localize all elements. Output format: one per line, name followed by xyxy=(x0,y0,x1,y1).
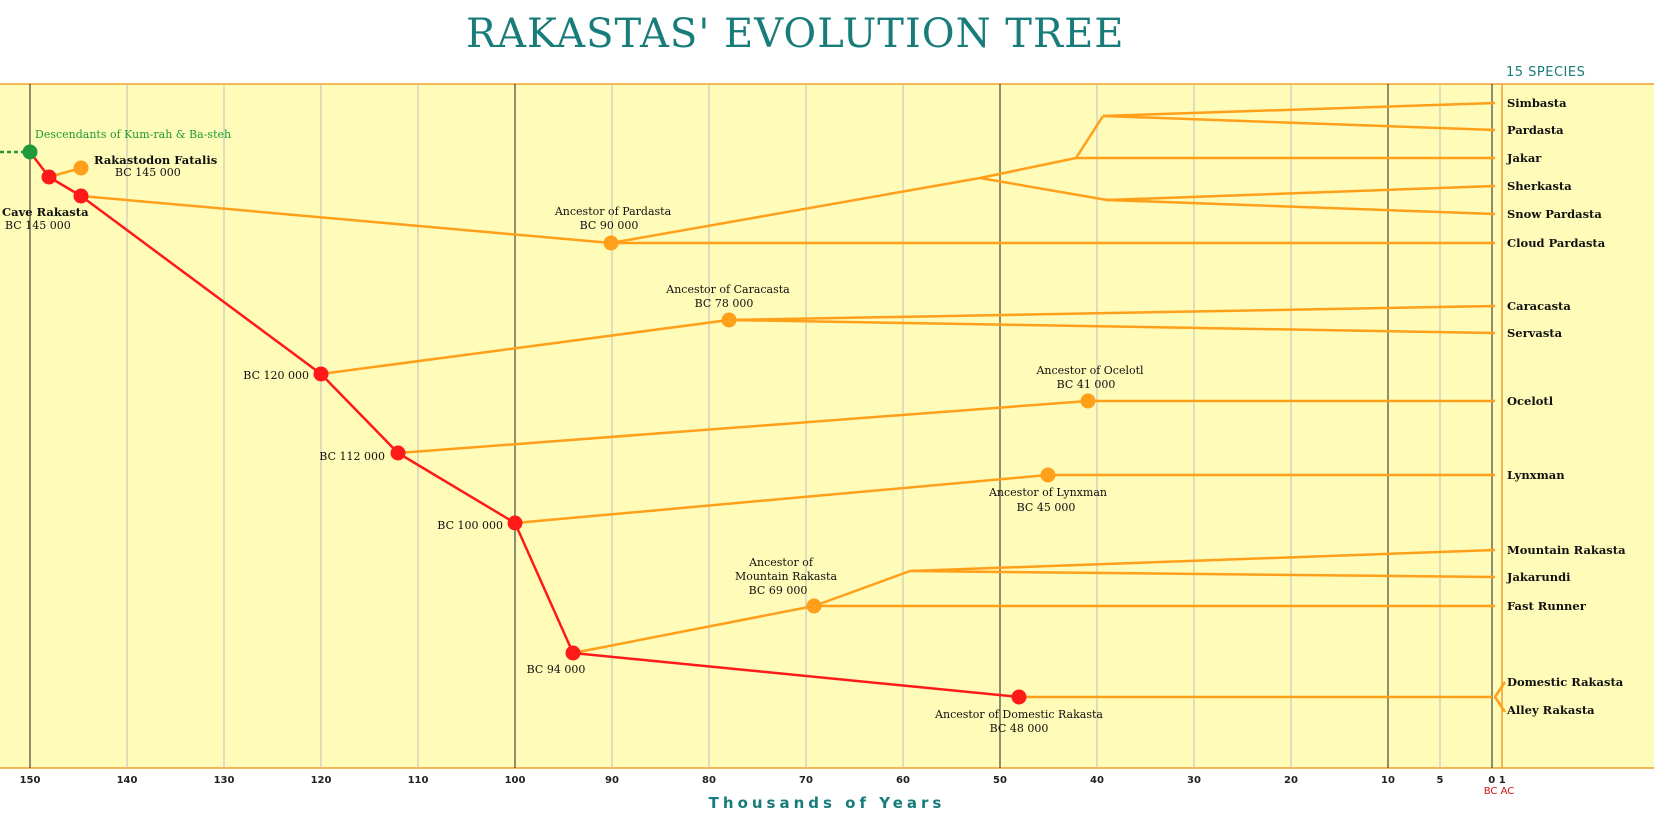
branch-pardasta-upper xyxy=(610,115,1105,245)
species-label-fast-runner: Fast Runner xyxy=(1507,599,1587,613)
branch-to-mountain-ancestor xyxy=(572,604,815,655)
timeline-background xyxy=(0,84,1654,768)
node-bc-100000-label: BC 100 000 xyxy=(437,519,503,532)
axis-tick-5: 5 xyxy=(1437,775,1444,786)
lynxman-ancestor-node xyxy=(1040,467,1056,483)
axis-tick-130: 130 xyxy=(214,775,235,786)
branch-jakarundi xyxy=(909,569,1496,579)
axis-tick-110: 110 xyxy=(408,775,429,786)
species-label-mountain-rakasta: Mountain Rakasta xyxy=(1507,543,1626,557)
fatalis-node xyxy=(73,160,89,176)
lynxman-ancestor-name-label: Ancestor of Lynxman xyxy=(988,486,1107,499)
diagram-title: RAKASTAS' EVOLUTION TREE xyxy=(466,11,1125,57)
mountain-ancestor-name-label-2: Mountain Rakasta xyxy=(735,570,838,583)
axis-tick-20: 20 xyxy=(1284,775,1298,786)
axis-tick-150: 150 xyxy=(20,775,41,786)
node-bc-112000-label: BC 112 000 xyxy=(319,450,385,463)
pardasta-ancestor-name-label: Ancestor of Pardasta xyxy=(554,205,672,218)
era-label-bc-ac: BC AC xyxy=(1484,786,1515,797)
axis-tick-labels: 150 140 130 120 110 100 90 80 70 60 50 4… xyxy=(20,775,1506,786)
cave-rakasta-date-label: BC 145 000 xyxy=(5,219,71,232)
axis-tick-60: 60 xyxy=(896,775,910,786)
node-bc-100000 xyxy=(507,515,523,531)
node-bc-94000-label: BC 94 000 xyxy=(527,663,586,676)
branch-to-lynxman-ancestor xyxy=(514,473,1049,525)
cave-rakasta-node xyxy=(73,188,89,204)
pardasta-ancestor-node xyxy=(603,235,619,251)
axis-tick-90: 90 xyxy=(605,775,619,786)
branch-to-pardasta-ancestor xyxy=(80,194,612,245)
node-bc-112000 xyxy=(390,445,406,461)
node-bc-120000-label: BC 120 000 xyxy=(243,369,309,382)
branch-snow-pardasta xyxy=(1106,198,1496,216)
species-label-simbasta: Simbasta xyxy=(1507,96,1567,110)
species-label-pardasta: Pardasta xyxy=(1507,123,1564,137)
branch-to-mountain-split xyxy=(813,569,911,608)
red-node-cave-split xyxy=(41,169,57,185)
mountain-ancestor-node xyxy=(806,598,822,614)
caracasta-ancestor-node xyxy=(721,312,737,328)
origin-label: Descendants of Kum-rah & Ba-steh xyxy=(35,128,231,141)
species-label-ocelotl: Ocelotl xyxy=(1507,394,1554,408)
axis-tick-120: 120 xyxy=(311,775,332,786)
origin-node xyxy=(22,144,38,160)
cave-rakasta-name-label: Cave Rakasta xyxy=(2,205,89,219)
branch-lines xyxy=(48,101,1507,713)
axis-tick-40: 40 xyxy=(1090,775,1104,786)
caracasta-ancestor-date-label: BC 78 000 xyxy=(695,297,754,310)
branch-domestic-alley-split xyxy=(1493,681,1507,713)
species-label-jakar: Jakar xyxy=(1506,151,1542,165)
axis-tick-50: 50 xyxy=(993,775,1007,786)
axis-tick-80: 80 xyxy=(702,775,716,786)
axis-tick-140: 140 xyxy=(117,775,138,786)
species-label-sherkasta: Sherkasta xyxy=(1507,179,1572,193)
axis-tick-30: 30 xyxy=(1187,775,1201,786)
species-label-cloud-pardasta: Cloud Pardasta xyxy=(1507,236,1606,250)
branch-simbasta xyxy=(1102,101,1496,118)
species-label-caracasta: Caracasta xyxy=(1507,299,1571,313)
species-label-alley-rakasta: Alley Rakasta xyxy=(1506,703,1595,717)
species-label-servasta: Servasta xyxy=(1507,326,1563,340)
grid-lines xyxy=(29,84,1503,768)
fatalis-name-label: Rakastodon Fatalis xyxy=(94,153,217,167)
node-bc-120000 xyxy=(313,366,329,382)
branch-caracasta xyxy=(728,304,1496,322)
axis-tick-70: 70 xyxy=(799,775,813,786)
species-labels: Simbasta Pardasta Jakar Sherkasta Snow P… xyxy=(1506,96,1626,717)
ocelotl-ancestor-date-label: BC 41 000 xyxy=(1057,378,1116,391)
pardasta-ancestor-date-label: BC 90 000 xyxy=(580,219,639,232)
species-label-snow-pardasta: Snow Pardasta xyxy=(1507,207,1602,221)
lynxman-ancestor-date-label: BC 45 000 xyxy=(1017,501,1076,514)
species-count-label: 15 SPECIES xyxy=(1506,65,1585,80)
domestic-ancestor-date-label: BC 48 000 xyxy=(990,722,1049,735)
branch-servasta xyxy=(728,318,1496,335)
branch-to-caracasta-ancestor xyxy=(320,318,730,376)
node-bc-94000 xyxy=(565,645,581,661)
ocelotl-ancestor-node xyxy=(1080,393,1096,409)
domestic-ancestor-name-label: Ancestor of Domestic Rakasta xyxy=(934,708,1103,721)
branch-mountain-rakasta xyxy=(909,548,1496,573)
x-axis-title: Thousands of Years xyxy=(709,794,946,812)
branch-to-ocelotl-ancestor xyxy=(397,399,1089,455)
species-label-lynxman: Lynxman xyxy=(1507,468,1565,482)
species-label-jakarundi: Jakarundi xyxy=(1506,570,1571,584)
axis-tick-0-1: 0 1 xyxy=(1488,775,1505,786)
caracasta-ancestor-name-label: Ancestor of Caracasta xyxy=(665,283,790,296)
axis-tick-10: 10 xyxy=(1381,775,1395,786)
mountain-ancestor-date-label: BC 69 000 xyxy=(749,584,808,597)
mountain-ancestor-name-label-1: Ancestor of xyxy=(748,556,814,569)
branch-pardasta xyxy=(1102,114,1496,132)
species-label-domestic-rakasta: Domestic Rakasta xyxy=(1507,675,1624,689)
ocelotl-ancestor-name-label: Ancestor of Ocelotl xyxy=(1035,364,1144,377)
fatalis-date-label: BC 145 000 xyxy=(115,166,181,179)
axis-tick-100: 100 xyxy=(505,775,526,786)
branch-sherkasta-node xyxy=(979,176,1108,202)
domestic-ancestor-node xyxy=(1011,689,1027,705)
branch-sherkasta xyxy=(1106,184,1496,202)
